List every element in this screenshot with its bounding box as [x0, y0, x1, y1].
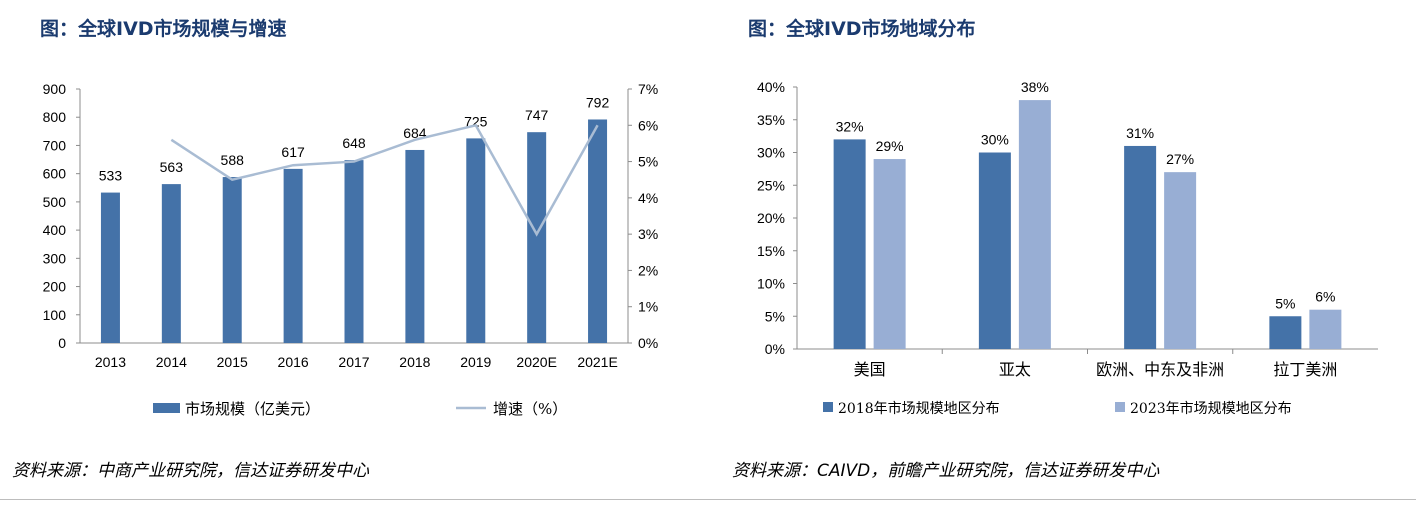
y-axis-tick-label: 15% — [757, 243, 785, 259]
bar-2018-share — [1269, 316, 1302, 349]
y-axis-tick-label: 40% — [757, 79, 785, 95]
right-axis-tick-label: 4% — [638, 190, 658, 206]
left-axis-tick-label: 300 — [43, 250, 67, 266]
right-axis-tick-label: 1% — [638, 299, 658, 315]
x-axis-tick-label: 2021E — [577, 354, 617, 370]
left-source-note: 资料来源：中商产业研究院，信达证券研发中心 — [12, 461, 369, 481]
right-axis-tick-label: 7% — [638, 81, 658, 97]
bar-data-label: 6% — [1315, 289, 1335, 305]
x-axis-tick-label: 2014 — [156, 354, 187, 370]
bar-market-size — [100, 192, 120, 343]
legend-label-2018: 2018年市场规模地区分布 — [838, 400, 1000, 417]
bar-market-size — [466, 138, 486, 343]
y-axis-tick-label: 0% — [765, 341, 785, 357]
legend-label-line: 增速（%） — [493, 400, 567, 418]
bar-data-label: 38% — [1021, 79, 1049, 95]
legend-swatch-2018 — [823, 402, 833, 412]
right-source-note: 资料来源：CAIVD，前瞻产业研究院，信达证券研发中心 — [732, 461, 1160, 481]
bar-data-label: 533 — [99, 168, 123, 184]
bar-data-label: 32% — [836, 118, 864, 134]
bar-2018-share — [978, 152, 1011, 349]
bar-2023-share — [873, 159, 906, 349]
right-axis-tick-label: 5% — [638, 154, 658, 170]
left-axis-tick-label: 100 — [43, 307, 67, 323]
y-axis-tick-label: 30% — [757, 145, 785, 161]
x-axis-tick-label: 2016 — [278, 354, 309, 370]
bar-market-size — [405, 149, 425, 343]
y-axis-tick-label: 5% — [765, 308, 785, 324]
bar-market-size — [527, 132, 547, 343]
bar-data-label: 648 — [342, 135, 366, 151]
x-axis-category-label: 亚太 — [999, 360, 1031, 379]
bar-data-label: 684 — [403, 125, 427, 141]
bar-2023-share — [1164, 172, 1197, 349]
x-axis-tick-label: 2017 — [338, 354, 369, 370]
right-axis-tick-label: 3% — [638, 226, 658, 242]
legend-label-2023: 2023年市场规模地区分布 — [1130, 400, 1292, 417]
bar-data-label: 747 — [525, 107, 549, 123]
left-chart-title: 图：全球IVD市场规模与增速 — [40, 18, 287, 40]
left-axis-tick-label: 0 — [58, 335, 66, 351]
right-axis-tick-label: 2% — [638, 262, 658, 278]
bar-data-label: 792 — [586, 94, 610, 110]
x-axis-category-label: 美国 — [854, 360, 886, 379]
x-axis-tick-label: 2018 — [399, 354, 430, 370]
left-axis-tick-label: 700 — [43, 137, 67, 153]
x-axis-tick-label: 2019 — [460, 354, 491, 370]
bar-data-label: 563 — [160, 159, 184, 175]
left-axis-tick-label: 800 — [43, 109, 67, 125]
bar-market-size — [344, 160, 364, 343]
legend-swatch-2023 — [1115, 402, 1125, 412]
bar-market-size — [283, 168, 303, 343]
x-axis-tick-label: 2015 — [217, 354, 248, 370]
bar-data-label: 5% — [1275, 295, 1295, 311]
y-axis-tick-label: 25% — [757, 177, 785, 193]
y-axis-tick-label: 10% — [757, 276, 785, 292]
y-axis-tick-label: 20% — [757, 210, 785, 226]
bar-data-label: 588 — [221, 152, 245, 168]
right-axis-tick-label: 0% — [638, 335, 658, 351]
bar-data-label: 31% — [1126, 125, 1154, 141]
bar-data-label: 617 — [281, 144, 305, 160]
bottom-divider — [0, 499, 1416, 500]
left-axis-tick-label: 900 — [43, 81, 67, 97]
bar-data-label: 29% — [876, 138, 904, 154]
y-axis-tick-label: 35% — [757, 112, 785, 128]
right-axis-tick-label: 6% — [638, 117, 658, 133]
legend-label-bar: 市场规模（亿美元） — [185, 400, 320, 418]
right-chart-title: 图：全球IVD市场地域分布 — [748, 18, 976, 40]
bar-2023-share — [1018, 100, 1051, 349]
growth-rate-line — [170, 123, 599, 237]
bar-2023-share — [1309, 309, 1342, 349]
left-axis-tick-label: 500 — [43, 194, 67, 210]
bar-data-label: 27% — [1166, 151, 1194, 167]
bar-data-label: 30% — [981, 132, 1009, 148]
legend-swatch-bar — [153, 403, 180, 413]
bar-market-size — [588, 119, 608, 343]
bar-2018-share — [833, 139, 866, 349]
x-axis-tick-label: 2013 — [95, 354, 126, 370]
x-axis-category-label: 拉丁美洲 — [1273, 360, 1337, 379]
x-axis-tick-label: 2020E — [516, 354, 556, 370]
left-axis-tick-label: 600 — [43, 166, 67, 182]
left-axis-tick-label: 200 — [43, 279, 67, 295]
bar-2018-share — [1124, 145, 1157, 349]
x-axis-category-label: 欧洲、中东及非洲 — [1096, 360, 1224, 379]
bar-market-size — [161, 184, 181, 343]
bar-market-size — [222, 177, 242, 343]
left-axis-tick-label: 400 — [43, 222, 67, 238]
